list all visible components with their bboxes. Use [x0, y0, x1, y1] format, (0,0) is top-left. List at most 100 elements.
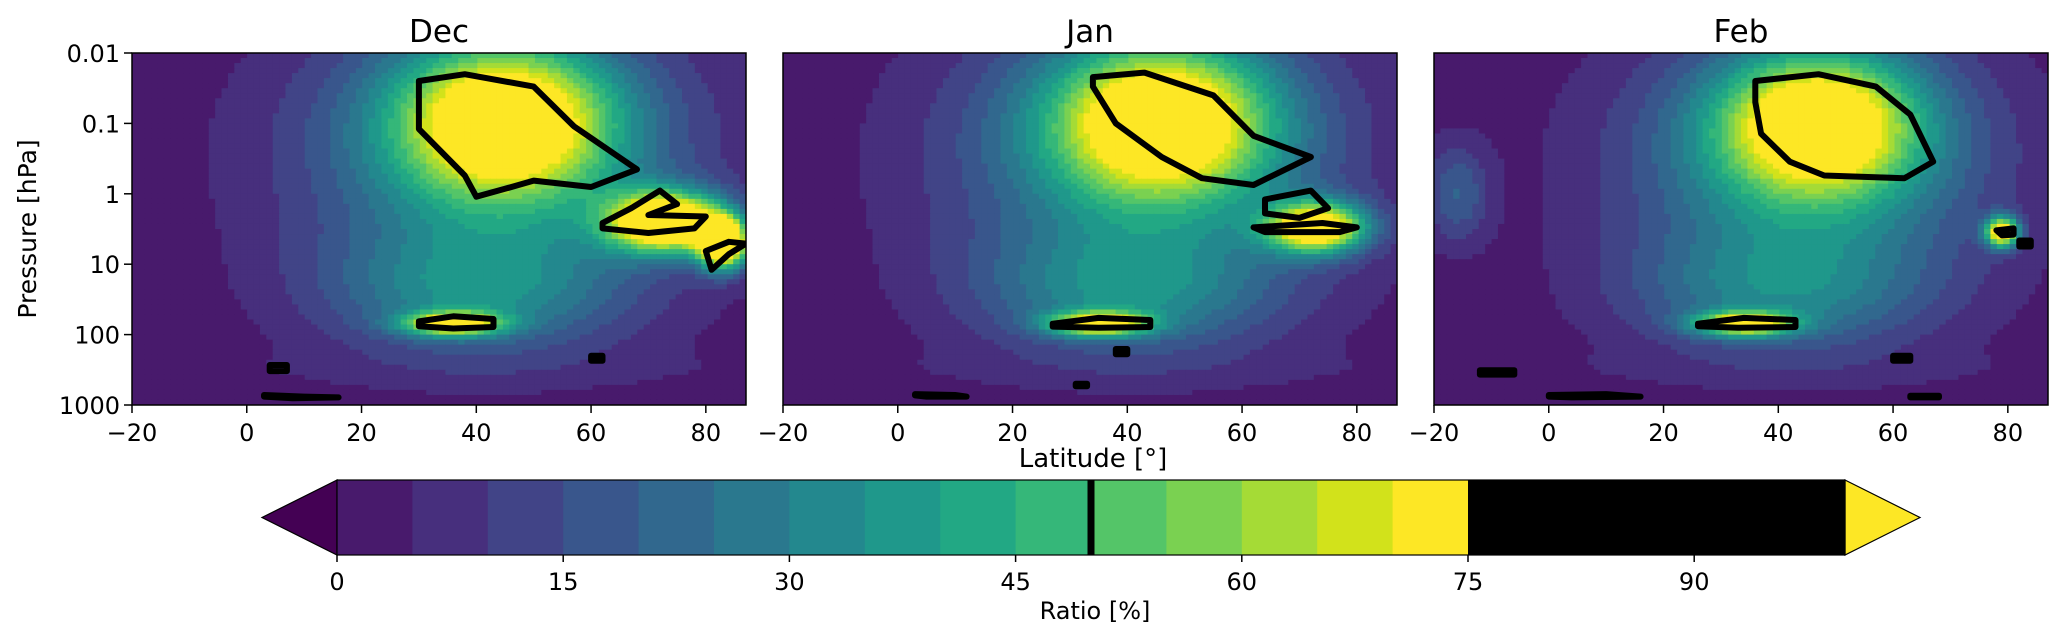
heatmap-cell: [547, 254, 555, 260]
heatmap-cell: [170, 198, 178, 205]
heatmap-cell: [426, 93, 434, 99]
heatmap-cell: [272, 103, 280, 109]
heatmap-cell: [464, 63, 472, 69]
heatmap-cell: [662, 93, 670, 99]
heatmap-cell: [368, 143, 376, 150]
heatmap-cell: [618, 73, 626, 79]
heatmap-cell: [323, 138, 331, 145]
heatmap-cell: [202, 294, 210, 300]
heatmap-cell: [534, 239, 542, 245]
heatmap-cell: [304, 249, 312, 255]
heatmap-cell: [458, 289, 466, 295]
heatmap-cell: [202, 118, 210, 124]
heatmap-cell: [541, 118, 549, 124]
heatmap-cell: [592, 173, 600, 180]
heatmap-cell: [426, 123, 434, 130]
heatmap-cell: [656, 58, 664, 64]
heatmap-cell: [579, 299, 587, 306]
heatmap-cell: [240, 128, 248, 135]
heatmap-cell: [541, 143, 549, 150]
heatmap-cell: [528, 88, 536, 94]
heatmap-cell: [682, 143, 690, 150]
heatmap-cell: [259, 73, 267, 79]
heatmap-cell: [509, 68, 517, 74]
heatmap-cell: [445, 78, 453, 84]
heatmap-cell: [502, 264, 510, 270]
heatmap-cell: [483, 173, 491, 180]
heatmap-cell: [586, 153, 594, 160]
heatmap-cell: [733, 103, 741, 109]
heatmap-cell: [138, 128, 146, 135]
heatmap-cell: [560, 299, 568, 306]
heatmap-cell: [528, 93, 536, 99]
heatmap-cell: [458, 148, 466, 155]
heatmap-cell: [669, 123, 677, 130]
heatmap-cell: [483, 58, 491, 64]
heatmap-cell: [656, 168, 664, 175]
heatmap-cell: [221, 299, 229, 306]
heatmap-cell: [253, 163, 261, 170]
heatmap-cell: [650, 264, 658, 270]
heatmap-cell: [477, 178, 485, 185]
heatmap-cell: [432, 148, 440, 155]
heatmap-cell: [285, 309, 293, 316]
heatmap-cell: [221, 73, 229, 79]
heatmap-cell: [266, 98, 274, 104]
heatmap-cell: [375, 274, 383, 280]
heatmap-cell: [132, 299, 139, 306]
heatmap-cell: [202, 53, 210, 59]
heatmap-cell: [336, 309, 344, 316]
heatmap-cell: [592, 163, 600, 170]
heatmap-cell: [445, 93, 453, 99]
heatmap-cell: [381, 123, 389, 130]
heatmap-cell: [688, 254, 696, 260]
heatmap-cell: [605, 279, 613, 285]
heatmap-cell: [170, 309, 178, 316]
heatmap-cell: [643, 108, 651, 114]
heatmap-cell: [240, 229, 248, 235]
heatmap-cell: [311, 78, 319, 84]
heatmap-cell: [515, 208, 523, 215]
heatmap-cell: [272, 153, 280, 160]
heatmap-cell: [439, 254, 446, 260]
heatmap-cell: [707, 93, 715, 99]
heatmap-cell: [637, 83, 645, 89]
heatmap-cell: [592, 244, 600, 250]
heatmap-cell: [528, 128, 536, 135]
heatmap-cell: [279, 208, 287, 215]
heatmap-cell: [643, 299, 651, 306]
heatmap-cell: [253, 249, 261, 255]
heatmap-cell: [221, 63, 229, 69]
heatmap-cell: [662, 279, 670, 285]
heatmap-cell: [650, 239, 658, 245]
heatmap-cell: [547, 274, 555, 280]
heatmap-cell: [189, 68, 197, 74]
heatmap-cell: [637, 218, 645, 225]
heatmap-cell: [259, 239, 267, 245]
heatmap-cell: [560, 244, 568, 250]
heatmap-cell: [675, 158, 683, 165]
heatmap-cell: [726, 73, 734, 79]
heatmap-cell: [656, 304, 664, 311]
heatmap-cell: [387, 269, 395, 275]
heatmap-cell: [694, 284, 702, 290]
heatmap-cell: [451, 118, 459, 124]
heatmap-cell: [247, 259, 255, 265]
heatmap-cell: [253, 274, 261, 280]
heatmap-cell: [381, 223, 389, 230]
heatmap-cell: [234, 128, 242, 135]
heatmap-cell: [630, 98, 638, 104]
heatmap-cell: [509, 158, 517, 165]
heatmap-cell: [208, 88, 216, 94]
heatmap-cell: [195, 259, 203, 265]
heatmap-cell: [451, 53, 459, 59]
heatmap-cell: [336, 118, 344, 124]
heatmap-cell: [560, 223, 568, 230]
heatmap-cell: [400, 213, 408, 220]
heatmap-cell: [253, 123, 261, 130]
heatmap-cell: [170, 269, 178, 275]
heatmap-cell: [496, 113, 504, 119]
heatmap-cell: [195, 188, 203, 195]
heatmap-cell: [234, 309, 242, 316]
heatmap-cell: [458, 234, 466, 240]
